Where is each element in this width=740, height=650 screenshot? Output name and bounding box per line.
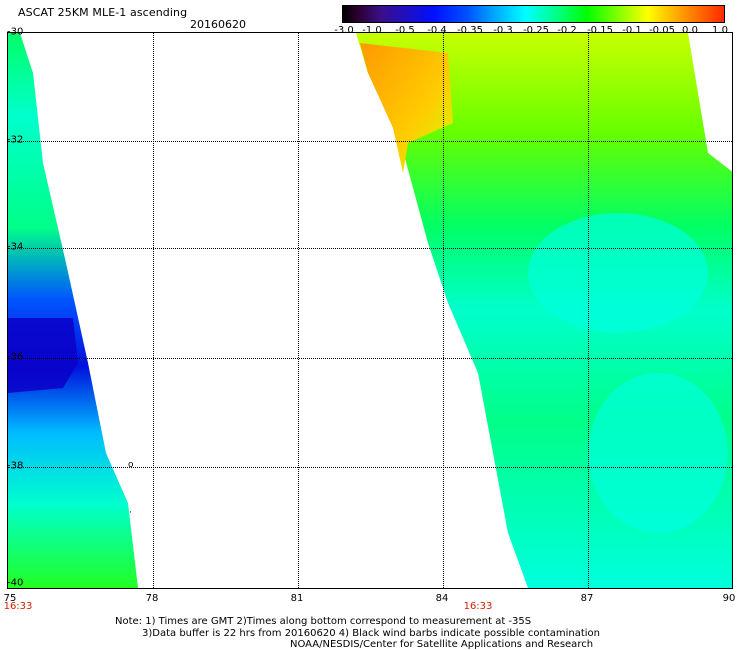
colorbar-label: -0.4 [427,25,447,36]
colorbar-label: -0.15 [587,25,613,36]
lat-label: -38 [7,460,24,472]
lon-label: 81 [290,593,304,604]
right-swath-cyan-patch [528,213,708,333]
colorbar-label: 0.0 [682,25,698,36]
lat-label: -34 [7,241,24,253]
grid-line-lat-34 [8,248,732,249]
grid-line-lat-32 [8,141,732,142]
time-label: 16:33 [3,601,33,612]
lat-label: -32 [7,134,24,146]
grid-line-lon-78 [153,33,154,588]
lon-label: 87 [580,593,594,604]
colorbar-label: -0.5 [395,25,415,36]
colorbar-label: -0.25 [523,25,549,36]
colorbar-label: -3.0 [334,25,354,36]
time-label: 16:33 [463,601,493,612]
grid-line-lon-87 [588,33,589,588]
note-line-1: Note: 1) Times are GMT 2)Times along bot… [115,616,532,627]
colorbar-label: -0.35 [457,25,483,36]
chart-date: 20160620 [190,18,246,31]
left-swath-low-values [8,318,78,393]
lat-label: -40 [7,577,24,589]
grid-line-lat-38 [8,467,732,468]
colorbar-label: -0.1 [622,25,642,36]
wind-speed-field [8,33,732,588]
right-swath-cyan-patch [588,373,728,533]
grid-line-lat-36 [8,358,732,359]
lat-label: -30 [7,26,24,38]
chart-title: ASCAT 25KM MLE-1 ascending [18,6,188,19]
note-line-3: NOAA/NESDIS/Center for Satellite Applica… [290,639,594,650]
colorbar [342,5,725,23]
lon-label: 84 [435,593,449,604]
lon-label: 78 [145,593,159,604]
colorbar-label: 1.0 [712,25,728,36]
grid-line-lon-84 [443,33,444,588]
lon-label: 90 [722,593,736,604]
map-plot-area: o · [7,32,733,589]
colorbar-label: -0.3 [493,25,513,36]
wind-barb: · [129,508,132,518]
colorbar-label: -0.2 [557,25,577,36]
lon-label: 75 [3,593,17,604]
note-line-2: 3)Data buffer is 22 hrs from 20160620 4)… [142,628,600,639]
wind-barb: o [128,460,134,470]
right-swath-high-values [360,43,453,173]
colorbar-label: -1.0 [362,25,382,36]
grid-line-lon-81 [298,33,299,588]
left-swath [8,33,138,588]
colorbar-label: -0.05 [649,25,675,36]
lat-label: -36 [7,351,24,363]
